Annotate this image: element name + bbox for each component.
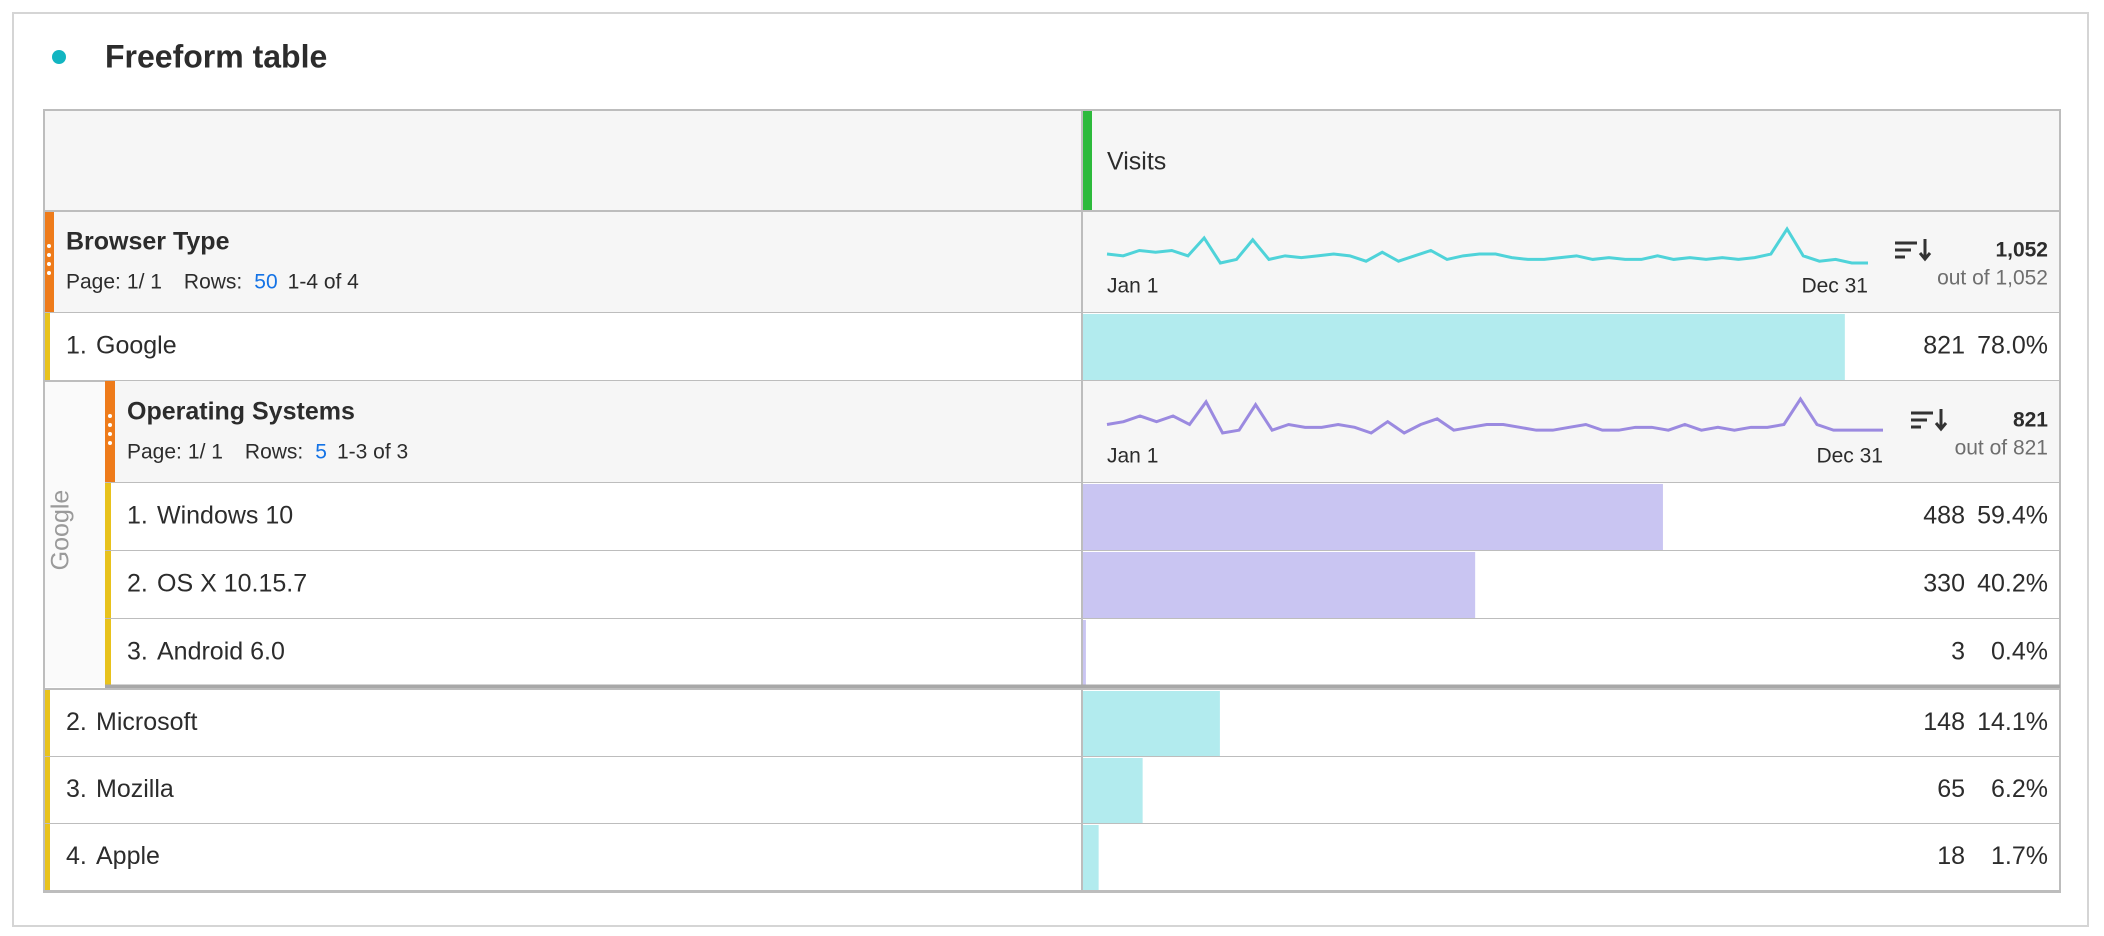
handle-dot [108,414,112,418]
row-count: 330 [1923,570,1965,598]
page-number: 1/ 1 [188,441,223,464]
handle-dot [47,262,51,266]
row[interactable] [44,824,2060,891]
row-stripe [105,619,111,687]
total-of: out of 1,052 [1937,267,2048,290]
breakdown-parent: Google [47,490,75,571]
row-percent: 0.4% [1991,638,2048,666]
row-count: 148 [1923,708,1965,736]
row-count: 18 [1937,842,1965,870]
row-count: 821 [1923,332,1965,360]
row-stripe [44,757,50,824]
row-stripe [44,690,50,757]
dimension-name[interactable]: Browser Type [66,228,230,256]
sparkline-start: Jan 1 [1107,445,1158,468]
bar [1082,314,1845,380]
sort-icon[interactable] [1934,409,1948,432]
row-rank: 2. [66,708,87,736]
sparkline [1106,396,1883,435]
row-label[interactable]: Microsoft [96,708,197,736]
rows-label: Rows: [245,441,303,464]
sparkline-start: Jan 1 [1107,275,1158,298]
row-percent: 14.1% [1977,708,2048,736]
row-rank: 3. [127,638,148,666]
dimension-header [44,211,2060,313]
metric-handle[interactable] [1082,110,1092,211]
row-count: 488 [1923,502,1965,530]
breakdown-gutter [44,381,105,687]
sparkline [1106,226,1868,265]
row-count: 65 [1937,775,1965,803]
bar [1082,552,1476,618]
row-range: 1-3 of 3 [337,441,408,464]
page-label: Page: [66,271,121,294]
row-stripe [44,824,50,891]
row-rank: 1. [127,502,148,530]
row-rank: 4. [66,842,87,870]
handle-dot [47,244,51,248]
total: 1,052 [1995,239,2048,262]
row-label[interactable]: Google [96,332,177,360]
row-rank: 3. [66,775,87,803]
handle-dot [47,271,51,275]
row-label[interactable]: Android 6.0 [157,638,285,666]
panel-dot [52,50,66,64]
dimension-name[interactable]: Operating Systems [127,398,355,426]
sort-button[interactable] [1911,409,1948,432]
total: 821 [2013,409,2048,432]
row[interactable] [44,757,2060,824]
handle-dot [47,253,51,257]
sparkline-end: Dec 31 [1801,275,1868,298]
row-count: 3 [1951,638,1965,666]
handle-dot [108,423,112,427]
column-header [44,110,2060,211]
row-rank: 1. [66,332,87,360]
bar [1082,620,1086,686]
bar [1082,825,1099,890]
sparkline-end: Dec 31 [1816,445,1883,468]
page-label: Page: [127,441,182,464]
row-percent: 1.7% [1991,842,2048,870]
row-percent: 40.2% [1977,570,2048,598]
metric-name[interactable]: Visits [1107,148,1166,176]
row-label[interactable]: OS X 10.15.7 [157,570,307,598]
row-label[interactable]: Apple [96,842,160,870]
total-of: out of 821 [1955,437,2048,460]
row-percent: 59.4% [1977,502,2048,530]
row-label[interactable]: Windows 10 [157,502,293,530]
handle-dot [108,432,112,436]
bar [1082,691,1220,756]
row-label[interactable]: Mozilla [96,775,174,803]
panel-title: Freeform table [105,38,327,74]
rows-label: Rows: [184,271,242,294]
bar [1082,484,1663,550]
row-stripe [105,551,111,619]
rows-per-page[interactable]: 50 [254,271,277,294]
bar [1082,758,1143,823]
handle-dot [108,441,112,445]
row-stripe [44,313,50,381]
row-range: 1-4 of 4 [288,271,360,294]
table-border [43,109,2061,893]
row-percent: 6.2% [1991,775,2048,803]
row[interactable] [44,690,2060,757]
row-percent: 78.0% [1977,332,2048,360]
sort-button[interactable] [1895,239,1932,262]
page-number: 1/ 1 [127,271,162,294]
row-stripe [105,483,111,551]
row-rank: 2. [127,570,148,598]
rows-per-page[interactable]: 5 [315,441,327,464]
sort-icon[interactable] [1918,239,1932,262]
